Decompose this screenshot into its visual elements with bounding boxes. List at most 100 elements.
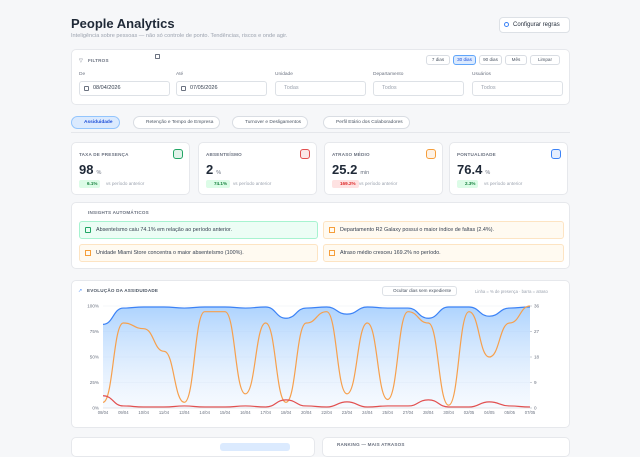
kpi-value: 76.4% [457, 162, 491, 177]
range-button[interactable]: Mês [505, 55, 527, 65]
kpi-label: ABSENTEÍSMO [206, 152, 242, 157]
x-tick-label: 15/04 [220, 410, 231, 415]
insight-icon [85, 227, 91, 233]
y2-tick-label: 9 [534, 380, 537, 385]
x-tick-label: 13/04 [179, 410, 190, 415]
x-tick-label: 27/04 [403, 410, 414, 415]
x-tick-label: 30/04 [443, 410, 454, 415]
line [102, 305, 531, 406]
x-tick-label: 08/04 [98, 410, 109, 415]
y-tick-label: 50% [90, 355, 99, 360]
kpi-value: 98% [79, 162, 102, 177]
kpi-comparison: vs período anterior [359, 181, 398, 186]
kpi-value: 25.2 min [332, 162, 370, 177]
config-button[interactable]: Configurar regras [499, 17, 570, 33]
x-tick-label: 24/04 [362, 410, 373, 415]
kpi-icon [426, 149, 436, 159]
kpi-change: 6.1% [79, 180, 101, 188]
chart-icon: ↗ [78, 288, 83, 294]
insight-icon [329, 227, 335, 233]
range-button[interactable]: Limpar [530, 55, 560, 65]
field-input[interactable]: 08/04/2026 [79, 81, 170, 96]
x-tick-label: 28/04 [423, 410, 434, 415]
field-label: De [79, 72, 86, 77]
filters-card: FILTROS ▽ 7 dias 30 dias 90 dias Mês Limpar D… [71, 49, 570, 105]
line [102, 306, 531, 325]
tab[interactable]: Assiduidade [71, 116, 120, 129]
range-button[interactable]: 7 dias [426, 55, 450, 65]
tab[interactable]: Retenção e Tempo de Empresa [133, 116, 221, 129]
y-tick-label: 25% [90, 380, 99, 385]
y-tick-label: 0% [92, 406, 99, 411]
x-tick-label: 05/05 [504, 410, 515, 415]
kpi-card: ABSENTEÍSMO 2% 74.1% vs período anterior [198, 142, 317, 195]
kpi-unit: % [485, 170, 491, 176]
insight: Atraso médio cresceu 169.2% no período. [323, 244, 564, 262]
kpi-value: 2% [206, 162, 222, 177]
tab[interactable]: Turnover e Desligamentos [232, 116, 309, 129]
x-tick-label: 20/04 [301, 410, 312, 415]
kpi-comparison: vs período anterior [484, 181, 523, 186]
config-button-label: Configurar regras [513, 22, 560, 28]
page: People Analytics Inteligência sobre pess… [71, 16, 570, 457]
x-tick-label: 16/04 [240, 410, 251, 415]
field-input[interactable]: Todos [373, 81, 464, 96]
kpi-label: ATRASO MÉDIO [332, 152, 370, 157]
kpi-change: 74.1% [206, 180, 231, 188]
x-tick-label: 22/04 [321, 410, 332, 415]
ranking-title: RANKING — MAIS ATRASOS [337, 442, 405, 447]
insight: Absenteísmo caiu 74.1% em relação ao per… [79, 221, 318, 239]
kpi-comparison: vs período anterior [233, 181, 272, 186]
insight-icon [329, 250, 335, 256]
x-tick-label: 02/05 [464, 410, 475, 415]
x-tick-label: 09/04 [118, 410, 129, 415]
gear-icon [504, 22, 509, 27]
chart: 0% 25% 50% 75% 100% 0 9 18 27 36 08/04 09/04 10/04 11… [87, 304, 540, 416]
calendar-icon [181, 86, 186, 91]
calendar-icon [84, 86, 89, 91]
x-tick-label: 17/04 [260, 410, 271, 415]
kpi-change: 169.2% [332, 180, 359, 188]
page-subtitle: Inteligência sobre pessoas — não só cont… [71, 33, 288, 39]
tabs-divider [71, 132, 570, 133]
tab[interactable]: Perfil Etário dos Colaboradores [323, 116, 410, 129]
x-tick-label: 25/04 [382, 410, 393, 415]
toggle-button[interactable]: Ocultar dias sem expediente [382, 286, 458, 296]
kpi-label: PONTUALIDADE [457, 152, 496, 157]
filter-icon: ▽ [79, 58, 83, 64]
field-input[interactable]: Todos [472, 81, 563, 96]
kpi-icon [300, 149, 310, 159]
range-button[interactable]: 90 dias [479, 55, 502, 65]
insight: Departamento R2 Galaxy possui o maior ín… [323, 221, 564, 239]
kpi-label: TAXA DE PRESENÇA [79, 152, 129, 157]
y2-tick-label: 36 [534, 304, 540, 309]
field-label: Unidade [275, 72, 293, 77]
field-input[interactable]: 07/05/2026 [176, 81, 267, 96]
x-tick-label: 07/05 [525, 410, 536, 415]
line [102, 395, 531, 408]
x-tick-label: 18/04 [281, 410, 292, 415]
area [103, 307, 530, 408]
kpi-icon [551, 149, 561, 159]
kpi-unit: % [96, 170, 102, 176]
insight: Unidade Miami Store concentra o maior ab… [79, 244, 318, 262]
x-tick-label: 11/04 [159, 410, 170, 415]
y-tick-label: 75% [90, 329, 99, 334]
filters-title: FILTROS [88, 58, 109, 63]
calendar-icon [155, 54, 160, 59]
x-tick-label: 10/04 [138, 410, 149, 415]
range-button[interactable]: 30 dias [453, 55, 476, 65]
field-label: Usuários [472, 72, 491, 77]
y2-tick-label: 18 [534, 355, 540, 360]
kpi-card: PONTUALIDADE 76.4% 2.3% vs período anterior [449, 142, 568, 195]
field-label: Até [176, 72, 184, 77]
field-input[interactable]: Todas [275, 81, 366, 96]
kpi-unit: min [360, 170, 370, 176]
x-tick-label: 14/04 [199, 410, 210, 415]
kpi-change: 2.3% [457, 180, 479, 188]
insight-icon [85, 250, 91, 256]
kpi-icon [173, 149, 183, 159]
kpi-comparison: vs período anterior [106, 181, 145, 186]
x-tick-label: 23/04 [342, 410, 353, 415]
insights-card: INSIGHTS AUTOMÁTICOS Absenteísmo caiu 74.… [71, 202, 570, 269]
